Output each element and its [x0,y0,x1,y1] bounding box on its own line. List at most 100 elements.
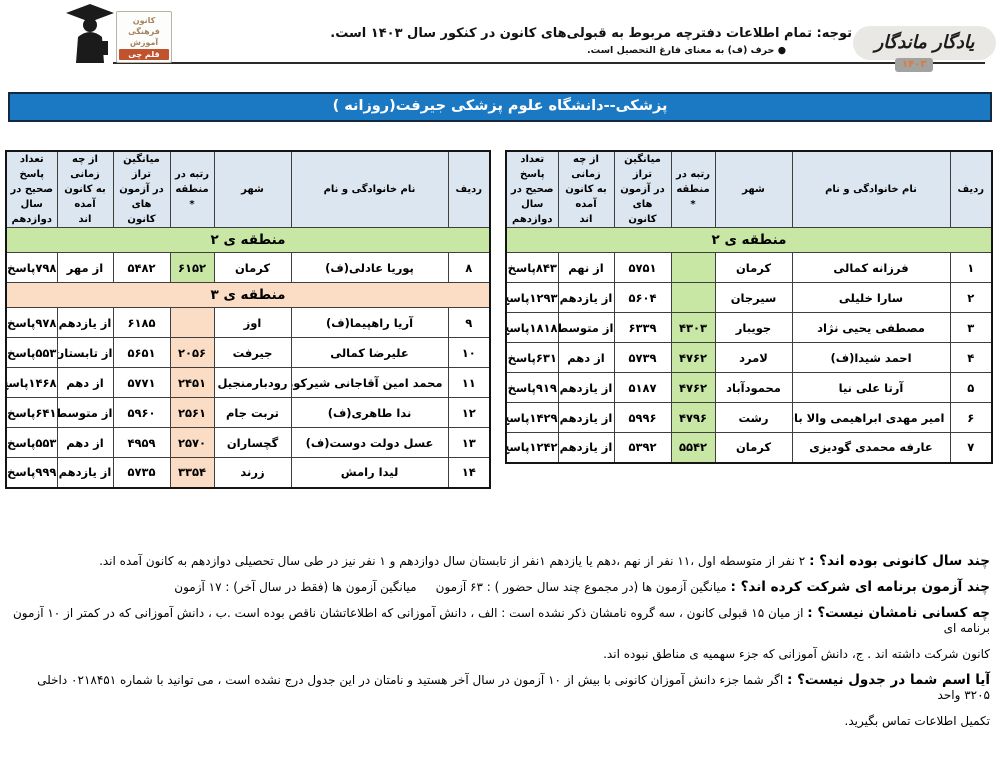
cell-no: ۳ [949,312,993,343]
kanoon-logo-line: آموزش [129,38,159,47]
region-section-row: منطقه ی ۳ [5,282,491,308]
footer-note-line: آیا اسم شما در جدول نیست؟ : اگر شما جزء … [10,673,990,703]
column-header: از چه زمانی به کانون آمده اند [56,150,114,228]
cell-rank [670,252,716,283]
column-header: میانگین تراز در آزمون های کانون [112,150,171,228]
admissions-table-rows-8-14: ردیف نام خانوادگی و نام شهر رتبه در منطقه * م… [5,150,491,489]
footer-answer-text: ۲ نفر از متوسطه اول ،۱۱ نفر از نهم ،دهم … [99,554,810,568]
cell-city: زرند [213,457,292,488]
kanoon-logo: کانون فرهنگی آموزش قلم چی [64,3,182,63]
cell-answers: ۹۹۹پاسخ [5,457,58,488]
program-title-banner: پزشکی--دانشگاه علوم پزشکی جیرفت(روزانه ) [8,92,992,122]
cell-rank: ۴۳۰۳ [670,312,716,343]
graduate-icon [66,4,114,63]
cell-no: ۱۲ [447,397,491,428]
footer-answer-text: کانون شرکت داشته اند . ج، دانش آموزانی ک… [603,647,990,661]
footer-question: چه کسانی نامشان نیست؟ : [807,605,990,621]
cell-city: رشت [714,402,793,433]
cell-city: کرمان [213,252,292,283]
column-header: نام خانوادگی و نام [791,150,951,228]
notice-main-text: توجه: تمام اطلاعات دفترچه مربوط به قبولی… [330,26,852,41]
cell-city: رودبارمنجیل [213,367,292,398]
cell-name: امیر مهدی ابراهیمی والا باشی [791,402,951,433]
cell-rank: ۲۵۷۰ [169,427,215,458]
cell-since: از یازدهم [557,402,615,433]
student-row: ۱۴ لیدا رامش زرند ۳۳۵۴ ۵۷۳۵ از یازدهم ۹۹۹پاسخ [5,457,491,488]
cell-answers: ۱۴۲۹پاسخ [505,402,559,433]
cell-score: ۵۹۹۶ [613,402,672,433]
column-header: شهر [714,150,793,228]
cell-name: عارفه محمدی گودیزی [791,432,951,463]
cell-score: ۵۷۵۱ [613,252,672,283]
cell-score: ۵۴۸۲ [112,252,171,283]
cell-city: تربت جام [213,397,292,428]
column-header: نام خانوادگی و نام [290,150,449,228]
column-header: تعداد پاسخ صحیح در سال دوازدهم [505,150,559,228]
cell-since: از دهم [56,427,114,458]
cell-answers: ۱۴۶۸پاسخ [5,367,58,398]
region-section-label: منطقه ی ۲ [505,227,993,253]
cell-score: ۵۷۳۵ [112,457,171,488]
column-header: از چه زمانی به کانون آمده اند [557,150,615,228]
yadegar-logo-title: یادگار ماندگار [853,26,996,60]
cell-no: ۱۱ [447,367,491,398]
cell-since: از یازدهم [557,432,615,463]
student-row: ۸ پوریا عادلی(ف) کرمان ۶۱۵۲ ۵۴۸۲ از مهر ۷۹۸پاس… [5,252,491,283]
column-header: شهر [213,150,292,228]
cell-score: ۵۶۰۴ [613,282,672,313]
kanoon-logo-line: فرهنگی [128,27,160,36]
cell-no: ۲ [949,282,993,313]
region-section-row: منطقه ی ۲ [505,227,993,253]
cell-no: ۸ [447,252,491,283]
kanoon-logo-board: کانون فرهنگی آموزش قلم چی [116,11,172,63]
cell-city: اوز [213,307,292,338]
cell-name: عسل دولت دوست(ف) [290,427,449,458]
kanoon-logo-line: کانون [132,16,156,25]
footer-question: آیا اسم شما در جدول نیست؟ : [786,672,990,688]
cell-since: از دهم [557,342,615,373]
footer-note-line: چند سال کانونی بوده اند؟ : ۲ نفر از متوس… [10,554,990,569]
footer-notes: چند سال کانونی بوده اند؟ : ۲ نفر از متوس… [10,554,990,740]
cell-score: ۴۹۵۹ [112,427,171,458]
cell-city: لامرد [714,342,793,373]
cell-since: از یازدهم [56,307,114,338]
column-header: رتبه در منطقه * [169,150,215,228]
student-row: ۱۰ علیرضا کمالی جیرفت ۲۰۵۶ ۵۶۵۱ از تابستان ۵۵۳… [5,337,491,368]
cell-answers: ۹۷۸پاسخ [5,307,58,338]
yadegar-logo-year-badge: ۱۴۰۳ [895,58,934,72]
student-row: ۴ احمد شیدا(ف) لامرد ۴۷۶۲ ۵۷۳۹ از دهم ۶۳۱پاسخ [505,342,993,373]
cell-name: آرتا علی نیا [791,372,951,403]
cell-rank: ۳۳۵۴ [169,457,215,488]
cell-rank: ۲۴۵۱ [169,367,215,398]
cell-no: ۴ [949,342,993,373]
footer-answer-text: میانگین آزمون ها (در مجموع چند سال حضور … [174,580,731,594]
student-row: ۱۳ عسل دولت دوست(ف) گچساران ۲۵۷۰ ۴۹۵۹ از دهم ۵… [5,427,491,458]
cell-city: کرمان [714,432,793,463]
footer-note-line: چه کسانی نامشان نیست؟ : از میان ۱۵ قبولی… [10,606,990,636]
column-header: رتبه در منطقه * [670,150,716,228]
cell-no: ۶ [949,402,993,433]
cell-since: از نهم [557,252,615,283]
cell-no: ۵ [949,372,993,403]
cell-name: سارا خلیلی [791,282,951,313]
cell-rank: ۵۵۴۲ [670,432,716,463]
admissions-table-rows-1-7: ردیف نام خانوادگی و نام شهر رتبه در منطقه * م… [505,150,993,464]
cell-no: ۱۰ [447,337,491,368]
cell-city: سیرجان [714,282,793,313]
cell-name: مصطفی یحیی نژاد [791,312,951,343]
cell-since: از تابستان [56,337,114,368]
student-row: ۵ آرتا علی نیا محمودآباد ۴۷۶۲ ۵۱۸۷ از یازدهم ۹… [505,372,993,403]
cell-no: ۷ [949,432,993,463]
cell-name: علیرضا کمالی [290,337,449,368]
cell-since: از یازدهم [557,372,615,403]
footer-answer-text: از میان ۱۵ قبولی کانون ، سه گروه نامشان … [12,606,990,635]
cell-answers: ۸۴۳پاسخ [505,252,559,283]
cell-no: ۱۴ [447,457,491,488]
cell-name: محمد امین آقاجانی شیرکوهی مقدم [290,367,449,398]
cell-city: گچساران [213,427,292,458]
cell-answers: ۶۴۱پاسخ [5,397,58,428]
cell-rank: ۴۷۶۲ [670,342,716,373]
cell-answers: ۵۵۳پاسخ [5,427,58,458]
footer-answer-text: تکمیل اطلاعات تماس بگیرید. [844,714,990,728]
column-header: میانگین تراز در آزمون های کانون [613,150,672,228]
